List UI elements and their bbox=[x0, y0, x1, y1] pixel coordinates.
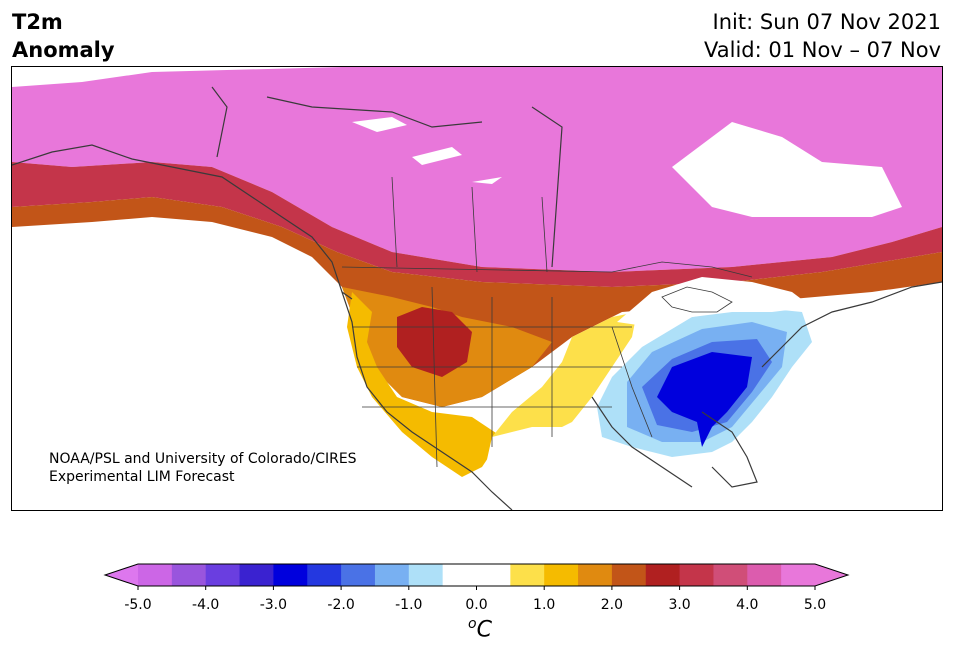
unit-celsius: C bbox=[476, 617, 492, 643]
colorbar-tick-label: -1.0 bbox=[395, 597, 423, 613]
colorbar: -5.0 -4.0 -3.0 -2.0 -1.0 0.0 1.0 2.0 3.0 4.0 5.0 o… bbox=[0, 560, 953, 655]
colorbar-segment bbox=[679, 564, 714, 586]
colorbar-tick-label: -5.0 bbox=[124, 597, 152, 613]
warm-band-4 bbox=[12, 162, 942, 287]
colorbar-tick-label: -3.0 bbox=[259, 597, 288, 613]
colorbar-svg bbox=[103, 563, 850, 590]
colorbar-segment bbox=[544, 564, 579, 586]
colorbar-tick-label: -4.0 bbox=[192, 597, 220, 613]
colorbar-tick-label: 5.0 bbox=[803, 597, 827, 613]
colorbar-segment bbox=[239, 564, 274, 586]
colorbar-segment bbox=[171, 564, 207, 586]
init-date: Init: Sun 07 Nov 2021 bbox=[712, 10, 941, 34]
colorbar-tick-label: 2.0 bbox=[600, 597, 624, 613]
colorbar-segment bbox=[273, 564, 308, 586]
credit-line-1: NOAA/PSL and University of Colorado/CIRE… bbox=[49, 451, 357, 467]
map-svg bbox=[12, 67, 942, 510]
colorbar-tick-label: 0.0 bbox=[465, 597, 488, 613]
neutral-mexico bbox=[482, 427, 652, 510]
colorbar-segment bbox=[713, 564, 748, 586]
colorbar-tick-label: 4.0 bbox=[736, 597, 759, 613]
map-title: T2m Anomaly bbox=[12, 8, 115, 64]
forecast-dates: Init: Sun 07 Nov 2021 Valid: 01 Nov – 07… bbox=[704, 8, 941, 64]
colorbar-segment bbox=[205, 564, 241, 586]
neutral-canada bbox=[672, 122, 902, 217]
political-borders bbox=[341, 176, 753, 468]
colorbar-segment bbox=[341, 564, 376, 586]
colorbar-extend-low bbox=[105, 564, 138, 586]
valid-dates: Valid: 01 Nov – 07 Nov bbox=[704, 38, 941, 62]
warm-band-5 bbox=[12, 67, 942, 272]
credit-line-2: Experimental LIM Forecast bbox=[49, 469, 235, 485]
warm-band-0 bbox=[492, 312, 637, 447]
colorbar-tick-label: 3.0 bbox=[668, 597, 691, 613]
credit-text: NOAA/PSL and University of Colorado/CIRE… bbox=[49, 450, 357, 486]
warm-band-3 bbox=[12, 197, 942, 407]
great-lakes bbox=[661, 286, 733, 313]
colorbar-segment bbox=[510, 564, 545, 586]
colorbar-unit: oC bbox=[455, 616, 505, 642]
colorbar-tick-label: -2.0 bbox=[327, 597, 355, 613]
colorbar-segment bbox=[611, 564, 647, 586]
colorbar-segment bbox=[138, 564, 173, 586]
coastlines bbox=[12, 86, 942, 510]
colorbar-segment bbox=[476, 564, 511, 586]
title-anomaly: Anomaly bbox=[12, 38, 115, 62]
colorbar-segment bbox=[578, 564, 613, 586]
warm-core bbox=[397, 307, 472, 377]
canadian-lake bbox=[352, 117, 502, 184]
cool-core bbox=[657, 352, 752, 447]
colorbar-segment bbox=[781, 564, 816, 586]
colorbar-segment bbox=[645, 564, 681, 586]
unit-degree: o bbox=[468, 616, 477, 632]
title-variable: T2m bbox=[12, 10, 63, 34]
colorbar-segment bbox=[408, 564, 444, 586]
anomaly-map bbox=[11, 66, 943, 511]
colorbar-segment bbox=[442, 564, 477, 586]
colorbar-segment bbox=[307, 564, 342, 586]
warm-band-1 bbox=[347, 292, 502, 477]
colorbar-tick-label: 1.0 bbox=[533, 597, 556, 613]
colorbar-segment bbox=[747, 564, 782, 586]
colorbar-extend-high bbox=[815, 564, 848, 586]
colorbar-segment bbox=[374, 564, 410, 586]
